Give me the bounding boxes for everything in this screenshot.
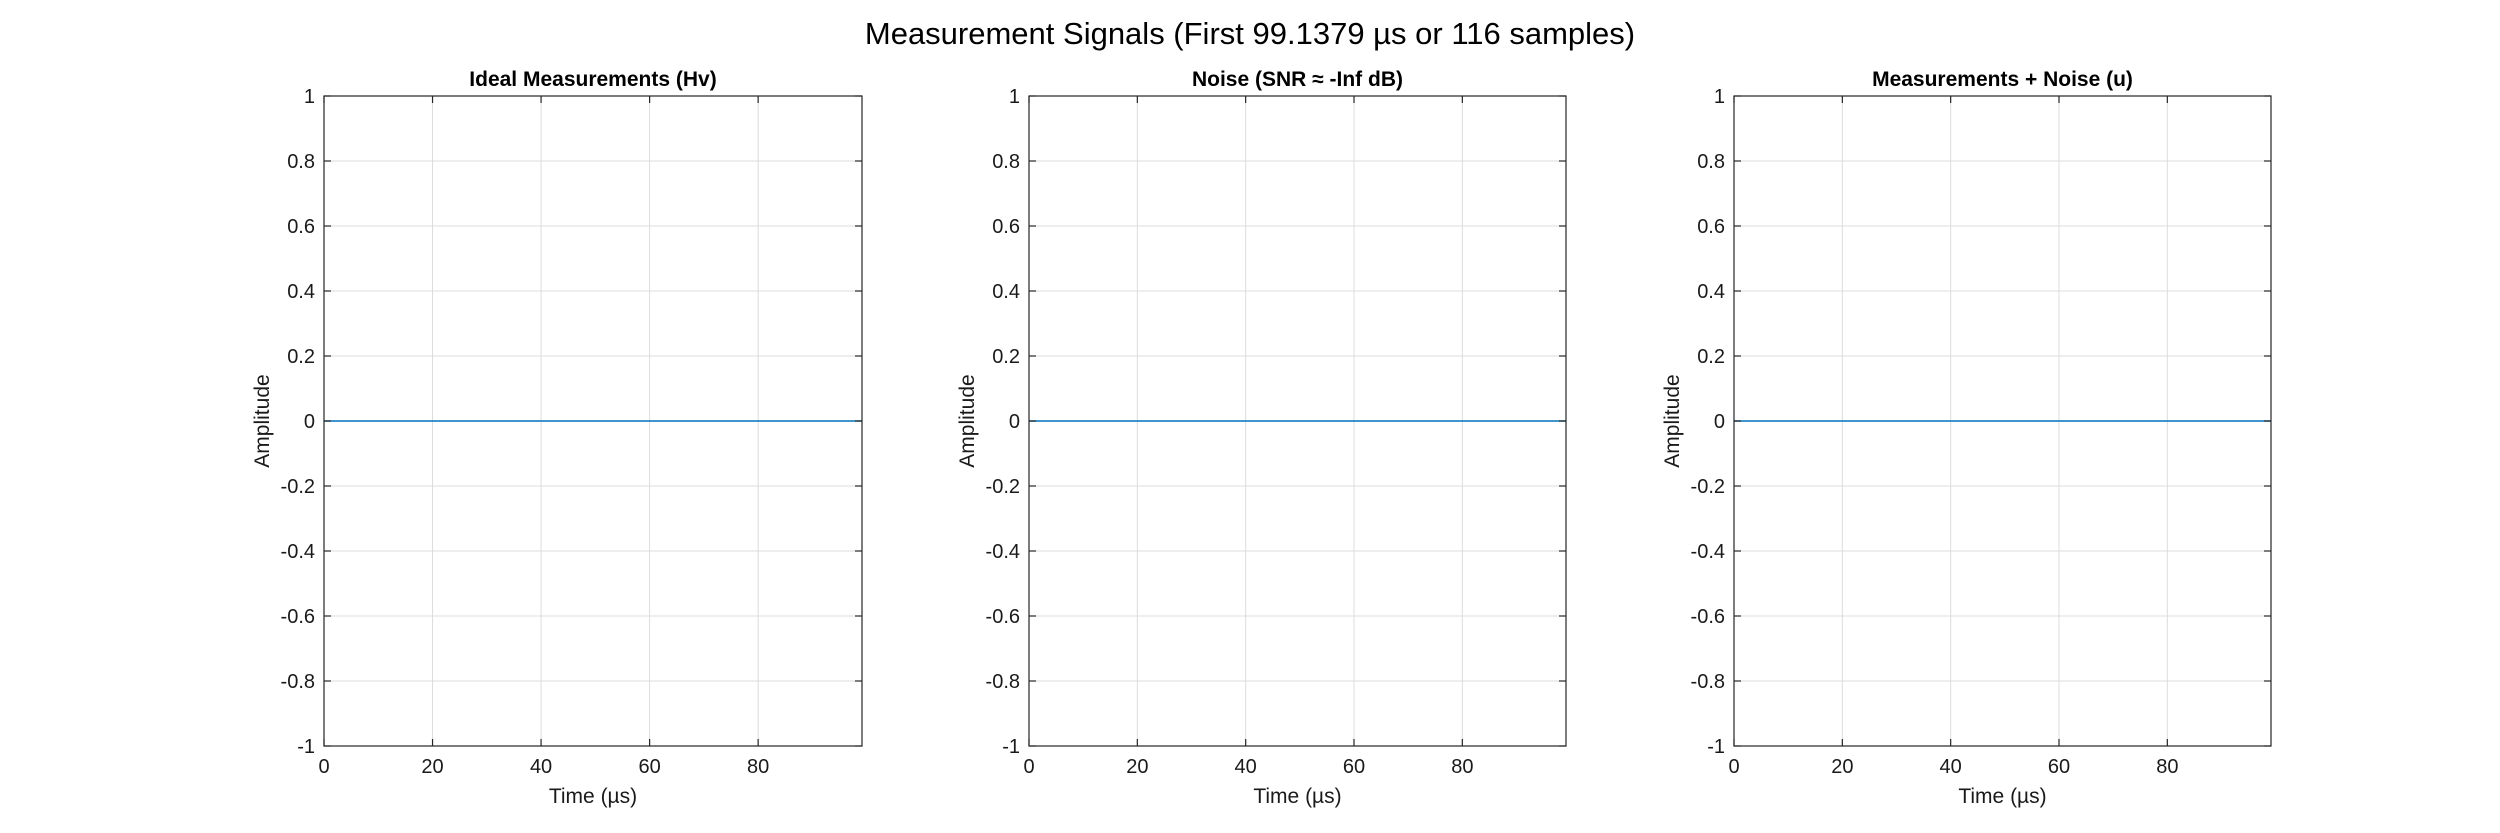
y-tick-label: -0.4 [1691, 541, 1725, 563]
axes-3: 0 20 40 60 80 -1 -0.8 -0.6 -0.4 -0.2 0 0.2 0.4 0.6 0.8… [1661, 68, 2272, 808]
y-tick-label: 0.4 [992, 281, 1020, 303]
y-tick-label: -1 [1707, 736, 1725, 758]
y-tick-label: -0.6 [986, 606, 1020, 628]
y-tick-label: -0.8 [281, 671, 315, 693]
y-tick-label: 0.6 [992, 216, 1020, 238]
x-tick-label: 40 [1235, 756, 1257, 778]
y-tick-label: -0.2 [1691, 476, 1725, 498]
x-tick-label: 80 [1451, 756, 1473, 778]
y-axis-label: Amplitude [956, 374, 979, 467]
y-axis-label: Amplitude [251, 374, 274, 467]
y-tick-label: -1 [297, 736, 315, 758]
y-tick-label: -0.4 [986, 541, 1020, 563]
y-tick-label: 1 [304, 86, 315, 108]
axes-1: 0 20 40 60 80 -1 -0.8 -0.6 -0.4 -0.2 0 0.2 0.4 0.6 0.8… [251, 68, 863, 808]
y-tick-label: 0 [304, 411, 315, 433]
y-tick-label: 0.4 [287, 281, 315, 303]
y-tick-label: -0.2 [281, 476, 315, 498]
y-tick-label: 0 [1009, 411, 1020, 433]
y-tick-label: 1 [1714, 86, 1725, 108]
x-tick-label: 0 [1023, 756, 1034, 778]
axes-title: Measurements + Noise (u) [1872, 68, 2133, 91]
axes-title: Ideal Measurements (Hv) [469, 68, 716, 91]
x-tick-label: 60 [638, 756, 660, 778]
x-axis-label: Time (µs) [549, 785, 637, 808]
y-axis-label: Amplitude [1661, 374, 1684, 467]
y-tick-label: 0.2 [992, 346, 1020, 368]
x-axis-label: Time (µs) [1958, 785, 2046, 808]
y-tick-label: -0.6 [281, 606, 315, 628]
axes-group: 0 20 40 60 80 -1 -0.8 -0.6 -0.4 -0.2 0 0.2 0.4 0.6 0.8… [251, 68, 2272, 808]
axes-2: 0 20 40 60 80 -1 -0.8 -0.6 -0.4 -0.2 0 0.2 0.4 0.6 0.8… [956, 68, 1567, 808]
x-tick-label: 60 [2048, 756, 2070, 778]
y-tick-label: 0.6 [287, 216, 315, 238]
x-tick-label: 80 [2156, 756, 2178, 778]
axes-title: Noise (SNR ≈ -Inf dB) [1192, 68, 1403, 91]
x-tick-label: 0 [1728, 756, 1739, 778]
y-tick-label: 0.2 [287, 346, 315, 368]
y-tick-label: -0.8 [1691, 671, 1725, 693]
y-tick-label: 0.8 [992, 151, 1020, 173]
y-tick-label: 1 [1009, 86, 1020, 108]
y-tick-label: 0.8 [287, 151, 315, 173]
y-tick-label: 0 [1714, 411, 1725, 433]
x-tick-label: 40 [530, 756, 552, 778]
y-tick-label: 0.2 [1697, 346, 1725, 368]
y-tick-label: -0.8 [986, 671, 1020, 693]
x-tick-label: 80 [747, 756, 769, 778]
y-tick-label: 0.6 [1697, 216, 1725, 238]
x-axis-label: Time (µs) [1253, 785, 1341, 808]
figure-suptitle: Measurement Signals (First 99.1379 µs or… [865, 16, 1635, 51]
x-tick-label: 20 [1126, 756, 1148, 778]
y-tick-label: -1 [1002, 736, 1020, 758]
x-tick-label: 0 [318, 756, 329, 778]
y-tick-label: -0.6 [1691, 606, 1725, 628]
x-tick-label: 40 [1940, 756, 1962, 778]
y-tick-label: -0.2 [986, 476, 1020, 498]
y-tick-label: -0.4 [281, 541, 315, 563]
x-tick-label: 20 [421, 756, 443, 778]
y-tick-label: 0.8 [1697, 151, 1725, 173]
x-tick-label: 60 [1343, 756, 1365, 778]
y-tick-label: 0.4 [1697, 281, 1725, 303]
x-tick-label: 20 [1831, 756, 1853, 778]
